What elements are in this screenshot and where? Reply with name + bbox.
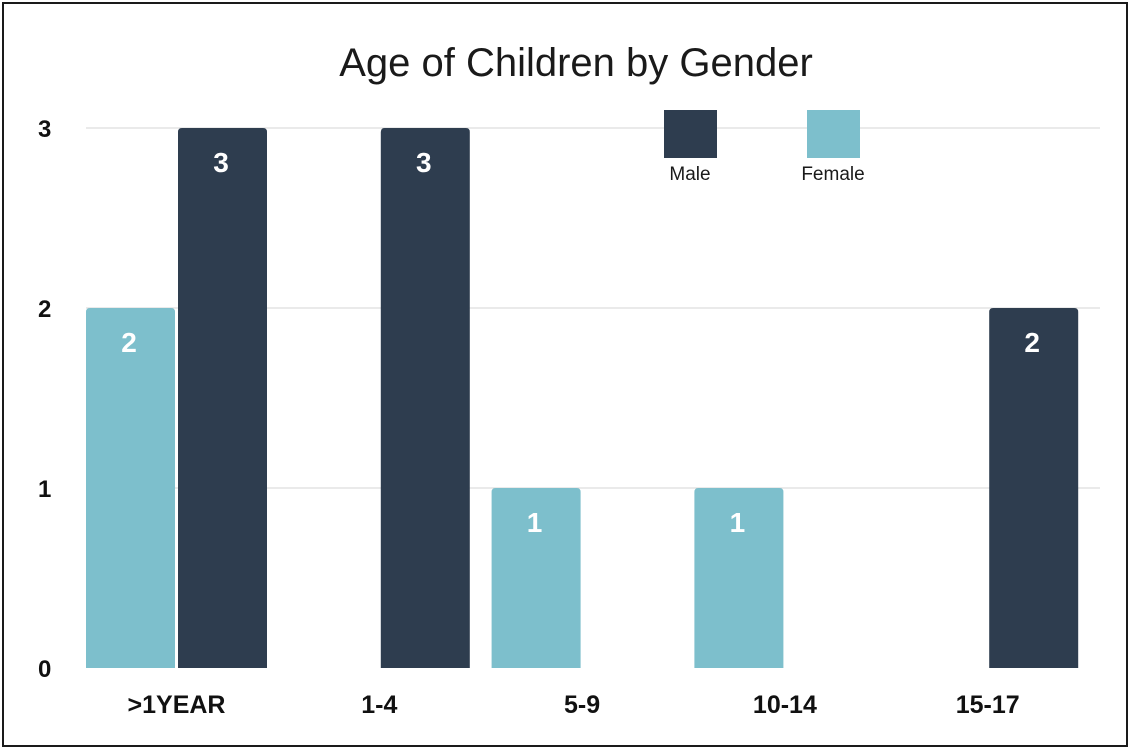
legend-label-female: Female (801, 164, 864, 185)
legend-swatch-male (664, 110, 717, 158)
x-tick-label: >1YEAR (128, 691, 226, 719)
legend-swatch-female (807, 110, 860, 158)
bar-female (86, 308, 175, 668)
y-axis: 0 1 2 3 (38, 116, 51, 683)
bar-male (380, 128, 470, 668)
bars: 2 3 3 1 1 2 (86, 128, 1079, 668)
legend: Male Female (664, 110, 865, 185)
bar-female (491, 488, 581, 668)
x-axis: >1YEAR 1-4 5-9 10-14 15-17 (128, 691, 1020, 719)
bar-female (694, 488, 784, 668)
y-tick-label: 2 (38, 296, 51, 323)
bar-male (989, 308, 1079, 668)
data-label: 3 (213, 147, 229, 178)
x-tick-label: 1-4 (361, 691, 397, 719)
data-label: 2 (121, 327, 137, 358)
y-tick-label: 1 (38, 476, 51, 503)
x-tick-label: 10-14 (753, 691, 817, 719)
x-tick-label: 5-9 (564, 691, 600, 719)
y-tick-label: 0 (38, 656, 51, 683)
x-tick-label: 15-17 (956, 691, 1020, 719)
data-label: 3 (416, 147, 432, 178)
legend-label-male: Male (669, 164, 710, 185)
data-label: 1 (527, 507, 543, 538)
y-tick-label: 3 (38, 116, 51, 143)
data-label: 2 (1024, 327, 1040, 358)
bar-male (178, 128, 267, 668)
data-label: 1 (730, 507, 746, 538)
chart-title: Age of Children by Gender (339, 41, 813, 85)
